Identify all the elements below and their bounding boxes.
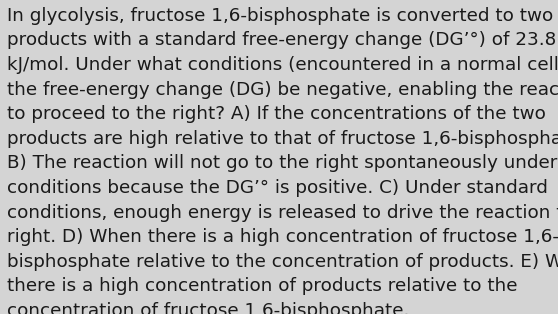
- Text: In glycolysis, fructose 1,6-bisphosphate is converted to two
products with a sta: In glycolysis, fructose 1,6-bisphosphate…: [7, 7, 558, 314]
